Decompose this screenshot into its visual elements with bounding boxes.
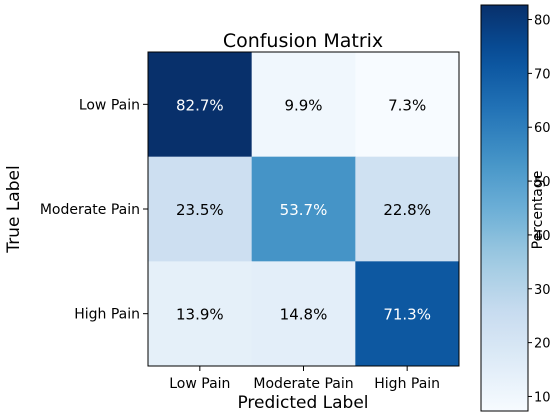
colorbar-ticks: 10 20 30 40 50 60 70 80 xyxy=(528,14,550,405)
colorbar-tick-label: 40 xyxy=(534,229,550,244)
y-tick-label: Moderate Pain xyxy=(40,202,140,218)
cell-value-label: 14.8% xyxy=(280,306,328,324)
x-tick-label: High Pain xyxy=(374,376,440,392)
cell-value-label: 9.9% xyxy=(284,96,322,114)
heatmap-cells xyxy=(148,52,460,367)
heatmap-cell xyxy=(355,261,460,367)
colorbar-tick-label: 50 xyxy=(534,175,550,190)
heatmap-cell xyxy=(148,156,253,262)
colorbar-tick-label: 30 xyxy=(534,283,550,298)
heatmap-cell xyxy=(251,52,356,158)
cell-value-label: 13.9% xyxy=(176,306,224,324)
heatmap-cell xyxy=(251,156,356,262)
cell-value-label: 7.3% xyxy=(388,96,426,114)
chart-title: Confusion Matrix xyxy=(223,30,383,52)
cell-value-label: 71.3% xyxy=(383,306,431,324)
x-axis-label: Predicted Label xyxy=(237,393,368,413)
x-tick-label: Low Pain xyxy=(169,376,230,392)
colorbar-tick-label: 80 xyxy=(534,14,550,29)
y-tick-label: High Pain xyxy=(74,307,140,323)
colorbar-tick-label: 60 xyxy=(534,121,550,136)
heatmap-cell xyxy=(355,156,460,262)
cell-value-label: 23.5% xyxy=(176,201,224,219)
colorbar-tick-label: 20 xyxy=(534,337,550,352)
colorbar xyxy=(480,4,529,412)
colorbar-tick-label: 70 xyxy=(534,67,550,82)
cell-value-label: 82.7% xyxy=(176,96,224,114)
heatmap-cell xyxy=(355,52,460,158)
heatmap-cell-labels: 82.7% 9.9% 7.3% 23.5% 53.7% 22.8% 13.9% 14.8% 71… xyxy=(176,96,431,323)
y-axis-ticks: Low Pain Moderate Pain High Pain xyxy=(40,97,148,323)
heatmap-cell xyxy=(148,261,253,367)
colorbar-tick-label: 10 xyxy=(534,390,550,405)
heatmap-cell xyxy=(148,52,253,158)
x-tick-label: Moderate Pain xyxy=(253,376,353,392)
plot-frame xyxy=(147,51,460,367)
cell-value-label: 53.7% xyxy=(280,201,328,219)
colorbar-label: Percentage xyxy=(530,171,546,250)
cell-value-label: 22.8% xyxy=(383,201,431,219)
y-axis-label: True Label xyxy=(4,165,24,253)
x-axis-ticks: Low Pain Moderate Pain High Pain xyxy=(169,366,440,392)
y-tick-label: Low Pain xyxy=(79,97,140,113)
heatmap-cell xyxy=(251,261,356,367)
